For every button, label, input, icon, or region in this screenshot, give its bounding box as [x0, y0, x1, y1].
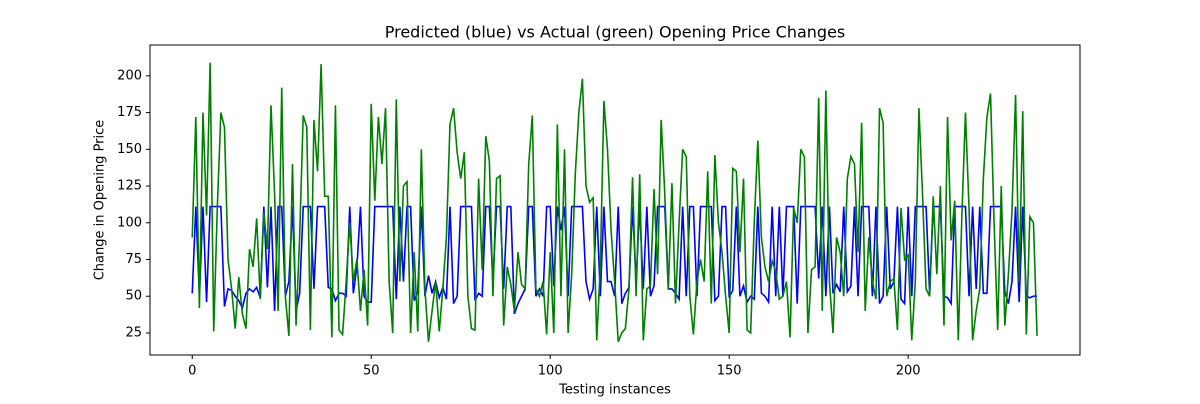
y-axis-label: Change in Opening Price — [93, 120, 108, 281]
x-tick-label: 100 — [538, 364, 563, 379]
y-tick-label: 200 — [117, 68, 142, 83]
plot-frame — [149, 44, 1081, 356]
y-tick-label: 75 — [125, 252, 142, 267]
series-line — [191, 62, 1038, 343]
y-tick-label: 150 — [117, 142, 142, 157]
x-tick-label: 200 — [896, 364, 921, 379]
y-tick-label: 50 — [125, 289, 142, 304]
y-tick-label: 125 — [117, 179, 142, 194]
x-tick-label: 0 — [188, 364, 196, 379]
y-tick-label: 175 — [117, 105, 142, 120]
x-tick-label: 50 — [363, 364, 380, 379]
x-axis-label: Testing instances — [558, 383, 671, 398]
y-tick-label: 25 — [125, 325, 142, 340]
x-tick-label: 150 — [717, 364, 742, 379]
chart-title: Predicted (blue) vs Actual (green) Openi… — [385, 23, 846, 42]
y-tick-label: 100 — [117, 215, 142, 230]
